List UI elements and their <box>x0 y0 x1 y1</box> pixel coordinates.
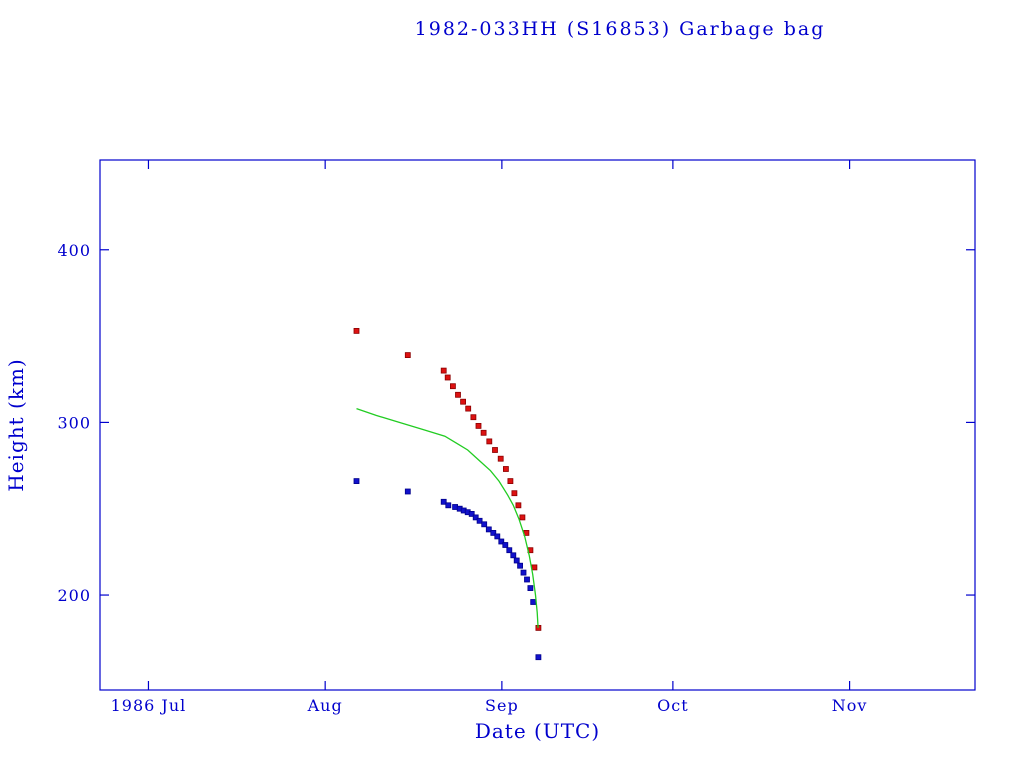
data-point <box>440 367 447 374</box>
data-point <box>468 510 475 517</box>
y-tick-label: 200 <box>57 586 91 605</box>
data-point <box>353 478 360 485</box>
data-point <box>517 562 523 569</box>
data-point <box>506 547 513 554</box>
data-point <box>527 585 534 591</box>
data-point <box>507 478 514 485</box>
data-point <box>404 488 411 495</box>
data-point <box>460 398 467 405</box>
data-point <box>492 447 498 453</box>
data-point <box>353 327 360 334</box>
data-point <box>486 438 493 445</box>
data-point <box>444 374 451 381</box>
series-line <box>356 407 539 628</box>
data-point <box>502 466 509 472</box>
data-point <box>524 576 530 583</box>
data-point <box>476 517 483 524</box>
data-point <box>440 498 447 505</box>
data-point <box>498 538 505 545</box>
x-tick-label: Aug <box>307 696 343 715</box>
data-point <box>535 654 542 661</box>
y-tick-label: 400 <box>57 241 91 260</box>
chart-title: 1982-033HH (S16853) Garbage bag <box>414 18 826 40</box>
data-point <box>472 514 479 521</box>
x-axis-label: Date (UTC) <box>474 719 601 743</box>
x-tick-label: Sep <box>485 696 519 715</box>
data-point <box>510 552 517 559</box>
data-point <box>513 557 520 564</box>
data-point <box>531 564 538 571</box>
y-tick-label: 300 <box>57 413 91 432</box>
data-point <box>519 514 526 521</box>
x-tick-label: Oct <box>657 696 689 715</box>
data-point <box>485 526 492 533</box>
x-tick-label: 1986 Jul <box>111 696 187 715</box>
data-point <box>445 502 452 509</box>
data-point <box>515 502 522 509</box>
data-point <box>481 521 488 528</box>
data-point <box>404 352 411 359</box>
data-point <box>480 429 487 436</box>
plot-frame <box>99 159 976 691</box>
data-point <box>455 391 461 398</box>
data-point <box>511 490 518 497</box>
data-point <box>502 542 509 548</box>
data-point <box>530 599 537 605</box>
data-point <box>497 455 504 462</box>
x-tick-label: Nov <box>832 696 868 715</box>
data-point <box>449 383 456 390</box>
data-point <box>490 530 497 536</box>
data-point <box>475 422 482 429</box>
data-point <box>494 533 501 540</box>
data-point <box>520 569 527 576</box>
data-point <box>465 405 472 412</box>
data-point <box>470 414 477 421</box>
